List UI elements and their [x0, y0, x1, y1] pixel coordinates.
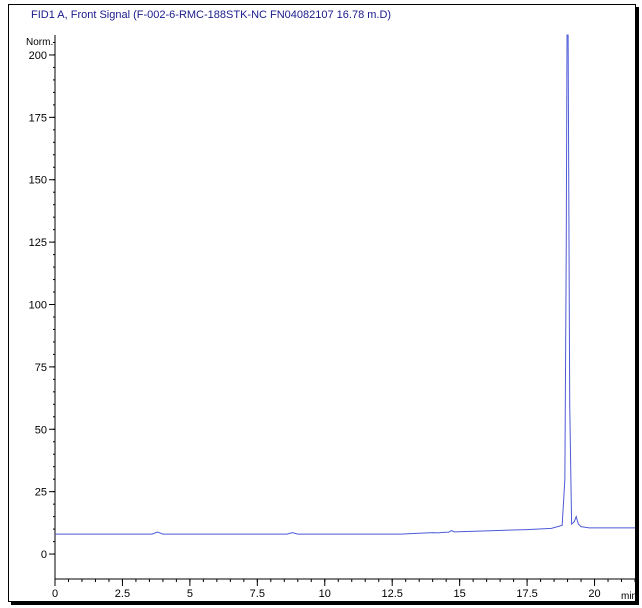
y-tick-label: 125 — [29, 237, 47, 249]
y-tick-group: 0 25 50 75 100 125 150 175 200 — [29, 50, 55, 561]
y-tick-label: 100 — [29, 300, 47, 312]
x-tick-label: 10 — [319, 588, 331, 600]
signal-trace-line — [55, 34, 635, 535]
x-tick-label: 0 — [52, 588, 58, 600]
chromatogram-chart: FID1 A, Front Signal (F-002-6-RMC-188STK… — [26, 9, 635, 601]
y-tick-label: 200 — [29, 50, 47, 62]
x-unit-label: min — [621, 591, 635, 601]
x-tick-group: 0 2.5 5 7.5 10 12.5 15 17.5 20 — [52, 579, 601, 600]
y-unit-label: Norm. — [26, 37, 53, 48]
y-tick-label: 150 — [29, 175, 47, 187]
chart-title: FID1 A, Front Signal (F-002-6-RMC-188STK… — [31, 9, 391, 21]
x-tick-label: 5 — [187, 588, 193, 600]
y-tick-label: 50 — [35, 424, 47, 436]
x-tick-label: 20 — [588, 588, 600, 600]
y-tick-label: 175 — [29, 112, 47, 124]
x-tick-label: 12.5 — [381, 588, 402, 600]
x-tick-label: 7.5 — [250, 588, 265, 600]
chart-frame: FID1 A, Front Signal (F-002-6-RMC-188STK… — [8, 4, 636, 602]
x-tick-label: 17.5 — [516, 588, 537, 600]
y-tick-label: 0 — [41, 549, 47, 561]
x-tick-label: 2.5 — [115, 588, 130, 600]
y-tick-label: 75 — [35, 362, 47, 374]
y-tick-label: 25 — [35, 487, 47, 499]
x-tick-label: 15 — [454, 588, 466, 600]
